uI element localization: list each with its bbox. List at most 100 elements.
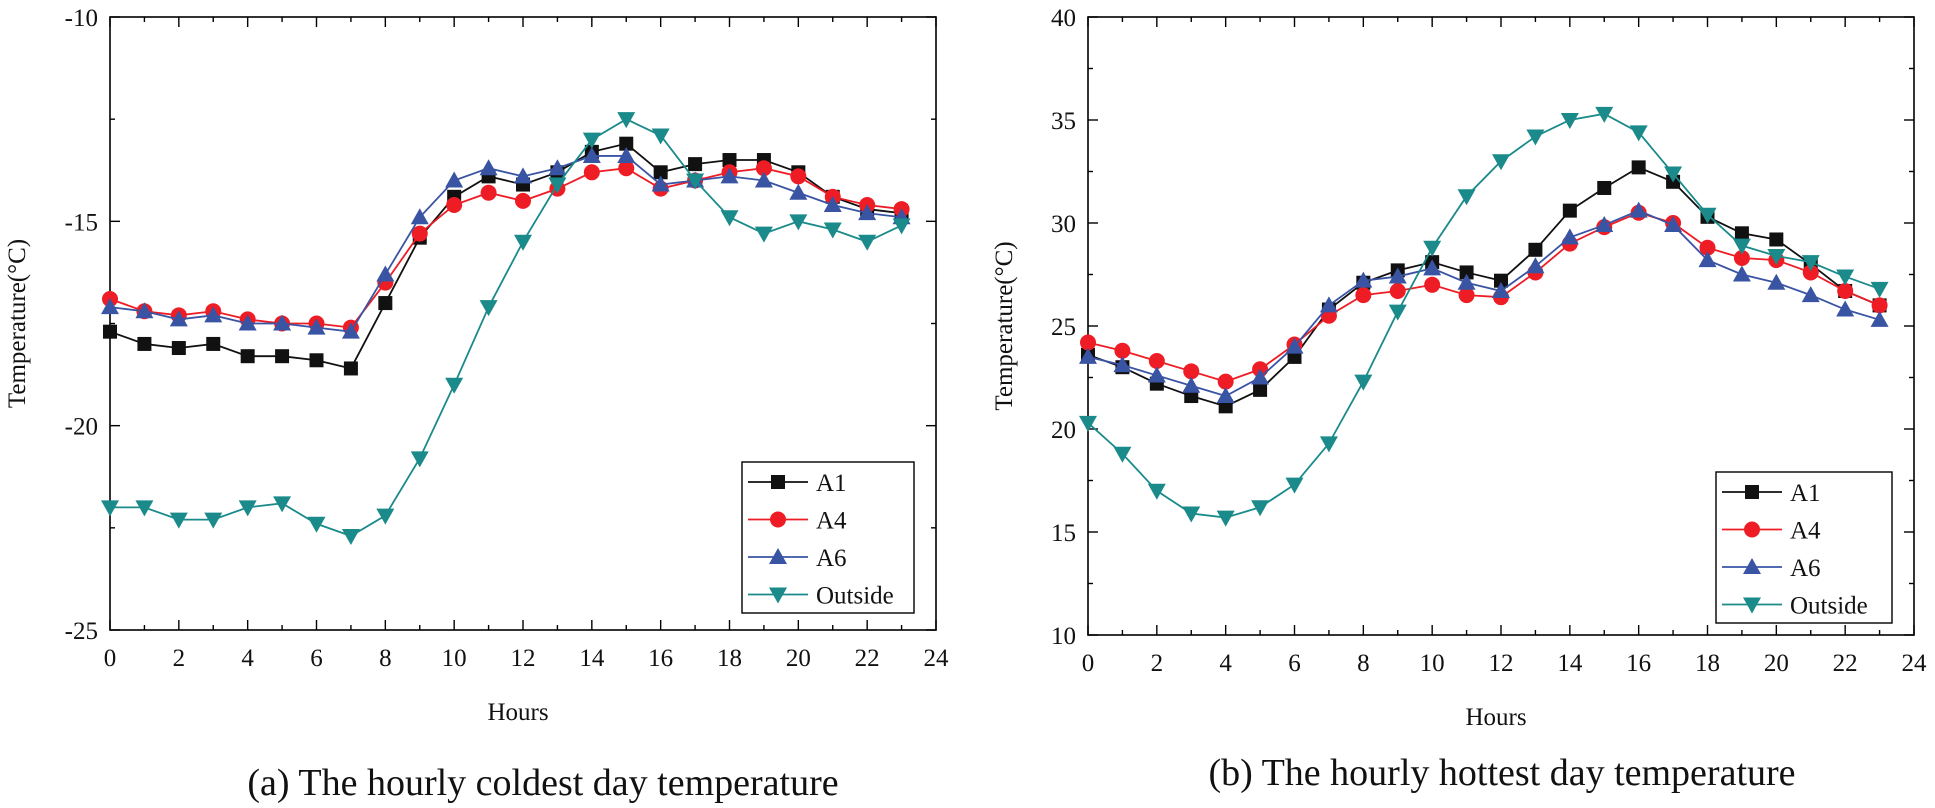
y-tick-label: -25 [65, 618, 98, 645]
series-line-a4 [1087, 211, 1880, 383]
legend-marker-a1 [771, 475, 785, 489]
data-point-a4 [583, 164, 600, 181]
data-point-a6 [1595, 216, 1614, 233]
data-point-a1 [1494, 273, 1508, 288]
data-point-a6 [514, 167, 532, 184]
data-point-outside [1354, 374, 1373, 391]
data-point-outside [1664, 166, 1683, 183]
data-point-a1 [275, 349, 290, 364]
data-point-a6 [479, 159, 498, 176]
data-point-outside [1079, 415, 1097, 432]
x-tick-label: 8 [379, 645, 392, 672]
data-point-a4 [1114, 342, 1131, 359]
series-a4 [102, 160, 910, 336]
x-tick-label: 2 [173, 645, 186, 672]
data-point-outside [686, 173, 705, 190]
data-point-a4 [1733, 250, 1750, 267]
data-point-a1 [688, 157, 703, 172]
y-tick-label: 30 [1051, 211, 1076, 238]
data-point-outside [445, 377, 464, 394]
y-tick-label: -20 [65, 414, 98, 441]
data-point-a6 [1870, 310, 1889, 327]
data-point-a4 [1837, 282, 1854, 299]
data-point-a6 [1423, 259, 1442, 276]
data-point-outside [651, 128, 670, 145]
data-point-a6 [1732, 265, 1751, 282]
data-point-a1 [1253, 382, 1268, 397]
data-point-a6 [101, 298, 119, 315]
data-point-a4 [1802, 264, 1819, 281]
x-tick-label: 4 [241, 645, 254, 672]
legend-marker-a6 [769, 548, 787, 564]
data-point-a6 [1526, 257, 1545, 274]
x-tick-label: 4 [1219, 650, 1232, 677]
data-point-outside [582, 132, 601, 149]
y-tick-label: 25 [1051, 314, 1076, 341]
data-point-a6 [1319, 296, 1338, 313]
x-tick-label: 0 [1082, 650, 1095, 677]
data-point-a1 [1597, 180, 1612, 195]
data-point-a1 [1734, 226, 1749, 241]
data-point-outside [101, 500, 119, 517]
legend-label-outside: Outside [1790, 593, 1868, 620]
data-point-outside [1388, 304, 1407, 321]
data-point-a1 [343, 361, 358, 376]
data-point-a1 [619, 136, 634, 151]
data-point-outside [479, 300, 498, 317]
panel-caption: (a) The hourly coldest day temperature [247, 762, 838, 804]
data-point-outside [754, 226, 773, 243]
legend-label-a1: A1 [1790, 480, 1821, 507]
data-point-a6 [445, 171, 464, 188]
legend-marker-outside [1743, 597, 1761, 614]
y-tick-label: 20 [1051, 417, 1076, 444]
x-tick-label: 16 [648, 645, 673, 672]
x-tick-label: 12 [511, 645, 536, 672]
series-outside [101, 112, 911, 546]
data-point-a6 [823, 195, 842, 212]
x-tick-label: 18 [1695, 650, 1720, 677]
data-point-a4 [1389, 282, 1406, 299]
data-point-a6 [410, 208, 429, 225]
data-point-a6 [858, 204, 877, 221]
data-point-a6 [1629, 201, 1648, 218]
legend-label-outside: Outside [816, 583, 894, 610]
data-point-outside [410, 451, 429, 468]
data-point-a6 [1388, 267, 1407, 284]
data-point-a6 [1801, 286, 1820, 303]
data-point-outside [720, 210, 739, 227]
data-point-a6 [1113, 356, 1132, 373]
x-tick-label: 18 [717, 645, 742, 672]
panel-caption: (b) The hourly hottest day temperature [1208, 752, 1795, 794]
data-point-outside [1147, 483, 1166, 500]
series-line-a6 [109, 155, 902, 333]
legend-label-a6: A6 [1790, 555, 1821, 582]
data-point-a6 [1698, 251, 1717, 268]
data-point-outside [514, 234, 532, 251]
x-tick-label: 14 [1557, 650, 1583, 677]
data-point-outside [1836, 269, 1855, 286]
x-tick-label: 20 [1764, 650, 1789, 677]
x-tick-label: 6 [1288, 650, 1301, 677]
data-point-a1 [1769, 232, 1784, 247]
data-point-outside [1492, 154, 1510, 171]
legend: A1 A4 A6 Outside [1715, 471, 1893, 624]
data-point-a6 [1251, 368, 1270, 385]
data-point-a4 [1699, 239, 1716, 256]
data-point-a6 [307, 318, 326, 335]
data-point-outside [135, 500, 154, 517]
data-point-a6 [238, 314, 257, 331]
data-point-outside [1595, 106, 1614, 123]
data-point-outside [858, 234, 877, 251]
legend-marker-outside [769, 587, 787, 604]
data-point-a6 [1182, 376, 1201, 393]
legend: A1 A4 A6 Outside [741, 461, 915, 614]
data-point-a4 [1183, 363, 1200, 380]
data-point-a1 [309, 353, 324, 368]
y-tick-label: -15 [65, 209, 98, 236]
x-axis-title: Hours [1465, 704, 1526, 731]
data-point-a6 [651, 175, 670, 192]
data-point-a1 [1631, 160, 1646, 175]
data-point-outside [1629, 125, 1648, 142]
data-point-a1 [722, 153, 737, 168]
